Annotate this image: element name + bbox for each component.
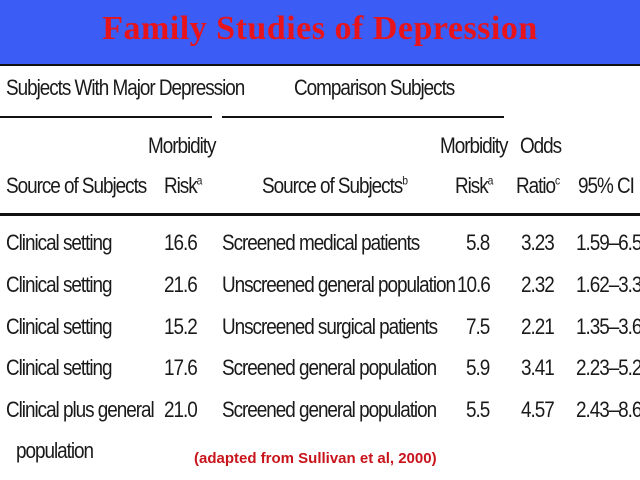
group-header-major: Subjects With Major Depression [6,75,245,100]
group-header-comparison: Comparison Subjects [294,75,455,100]
group-rule-comparison [222,116,504,118]
col-header-risk-comparison-line1: Morbidity [440,133,509,158]
cell-odds: 4.57 [521,397,555,422]
cell-comparison-risk: 5.9 [466,355,490,380]
header-rule [0,213,640,216]
cell-comparison-source: Screened general population [222,397,437,422]
cell-ci: 2.43–8.60 [576,397,640,422]
col-header-risk-major-line1: Morbidity [148,133,217,158]
cell-risk: 15.2 [164,314,198,339]
col-header-risk-comparison-line2: Riska [455,173,494,198]
cell-odds: 3.23 [521,230,555,255]
cell-odds: 2.21 [521,314,555,339]
title-bar: Family Studies of Depression [0,0,640,64]
cell-comparison-risk: 5.8 [466,230,490,255]
cell-ci: 1.35–3.62 [576,314,640,339]
col-header-odds-line2: Ratioc [516,173,560,198]
cell-odds: 3.41 [521,355,555,380]
cell-risk: 21.0 [164,397,198,422]
cell-risk: 17.6 [164,355,198,380]
cell-source-line2: population [16,438,94,463]
cell-source: Clinical setting [6,230,112,255]
cell-comparison-risk: 7.5 [466,314,490,339]
cell-comparison-source: Screened medical patients [222,230,420,255]
cell-source: Clinical setting [6,272,112,297]
col-header-risk-major-line2: Riska [164,173,203,198]
cell-ci: 2.23–5.20 [576,355,640,380]
cell-comparison-risk: 5.5 [466,397,490,422]
cell-comparison-risk: 10.6 [457,272,491,297]
page-title: Family Studies of Depression [102,10,538,47]
cell-comparison-source: Unscreened surgical patients [222,314,438,339]
col-header-ci: 95% CI [578,173,635,198]
col-header-source-comparison: Source of Subjectsb [262,173,408,198]
cell-ci: 1.59–6.58 [576,230,640,255]
group-rule-major [0,116,212,118]
col-header-source-major: Source of Subjects [6,173,147,198]
cell-source: Clinical setting [6,355,112,380]
cell-source: Clinical plus general [6,397,155,422]
cell-risk: 16.6 [164,230,198,255]
cell-ci: 1.62–3.33 [576,272,640,297]
cell-source: Clinical setting [6,314,112,339]
cell-odds: 2.32 [521,272,555,297]
col-header-odds-line1: Odds [520,133,562,158]
top-rule [0,64,640,66]
cell-comparison-source: Screened general population [222,355,437,380]
cell-risk: 21.6 [164,272,198,297]
cell-comparison-source: Unscreened general population [222,272,456,297]
study-table: Subjects With Major Depression Compariso… [0,64,640,480]
source-credit: (adapted from Sullivan et al, 2000) [194,450,437,467]
